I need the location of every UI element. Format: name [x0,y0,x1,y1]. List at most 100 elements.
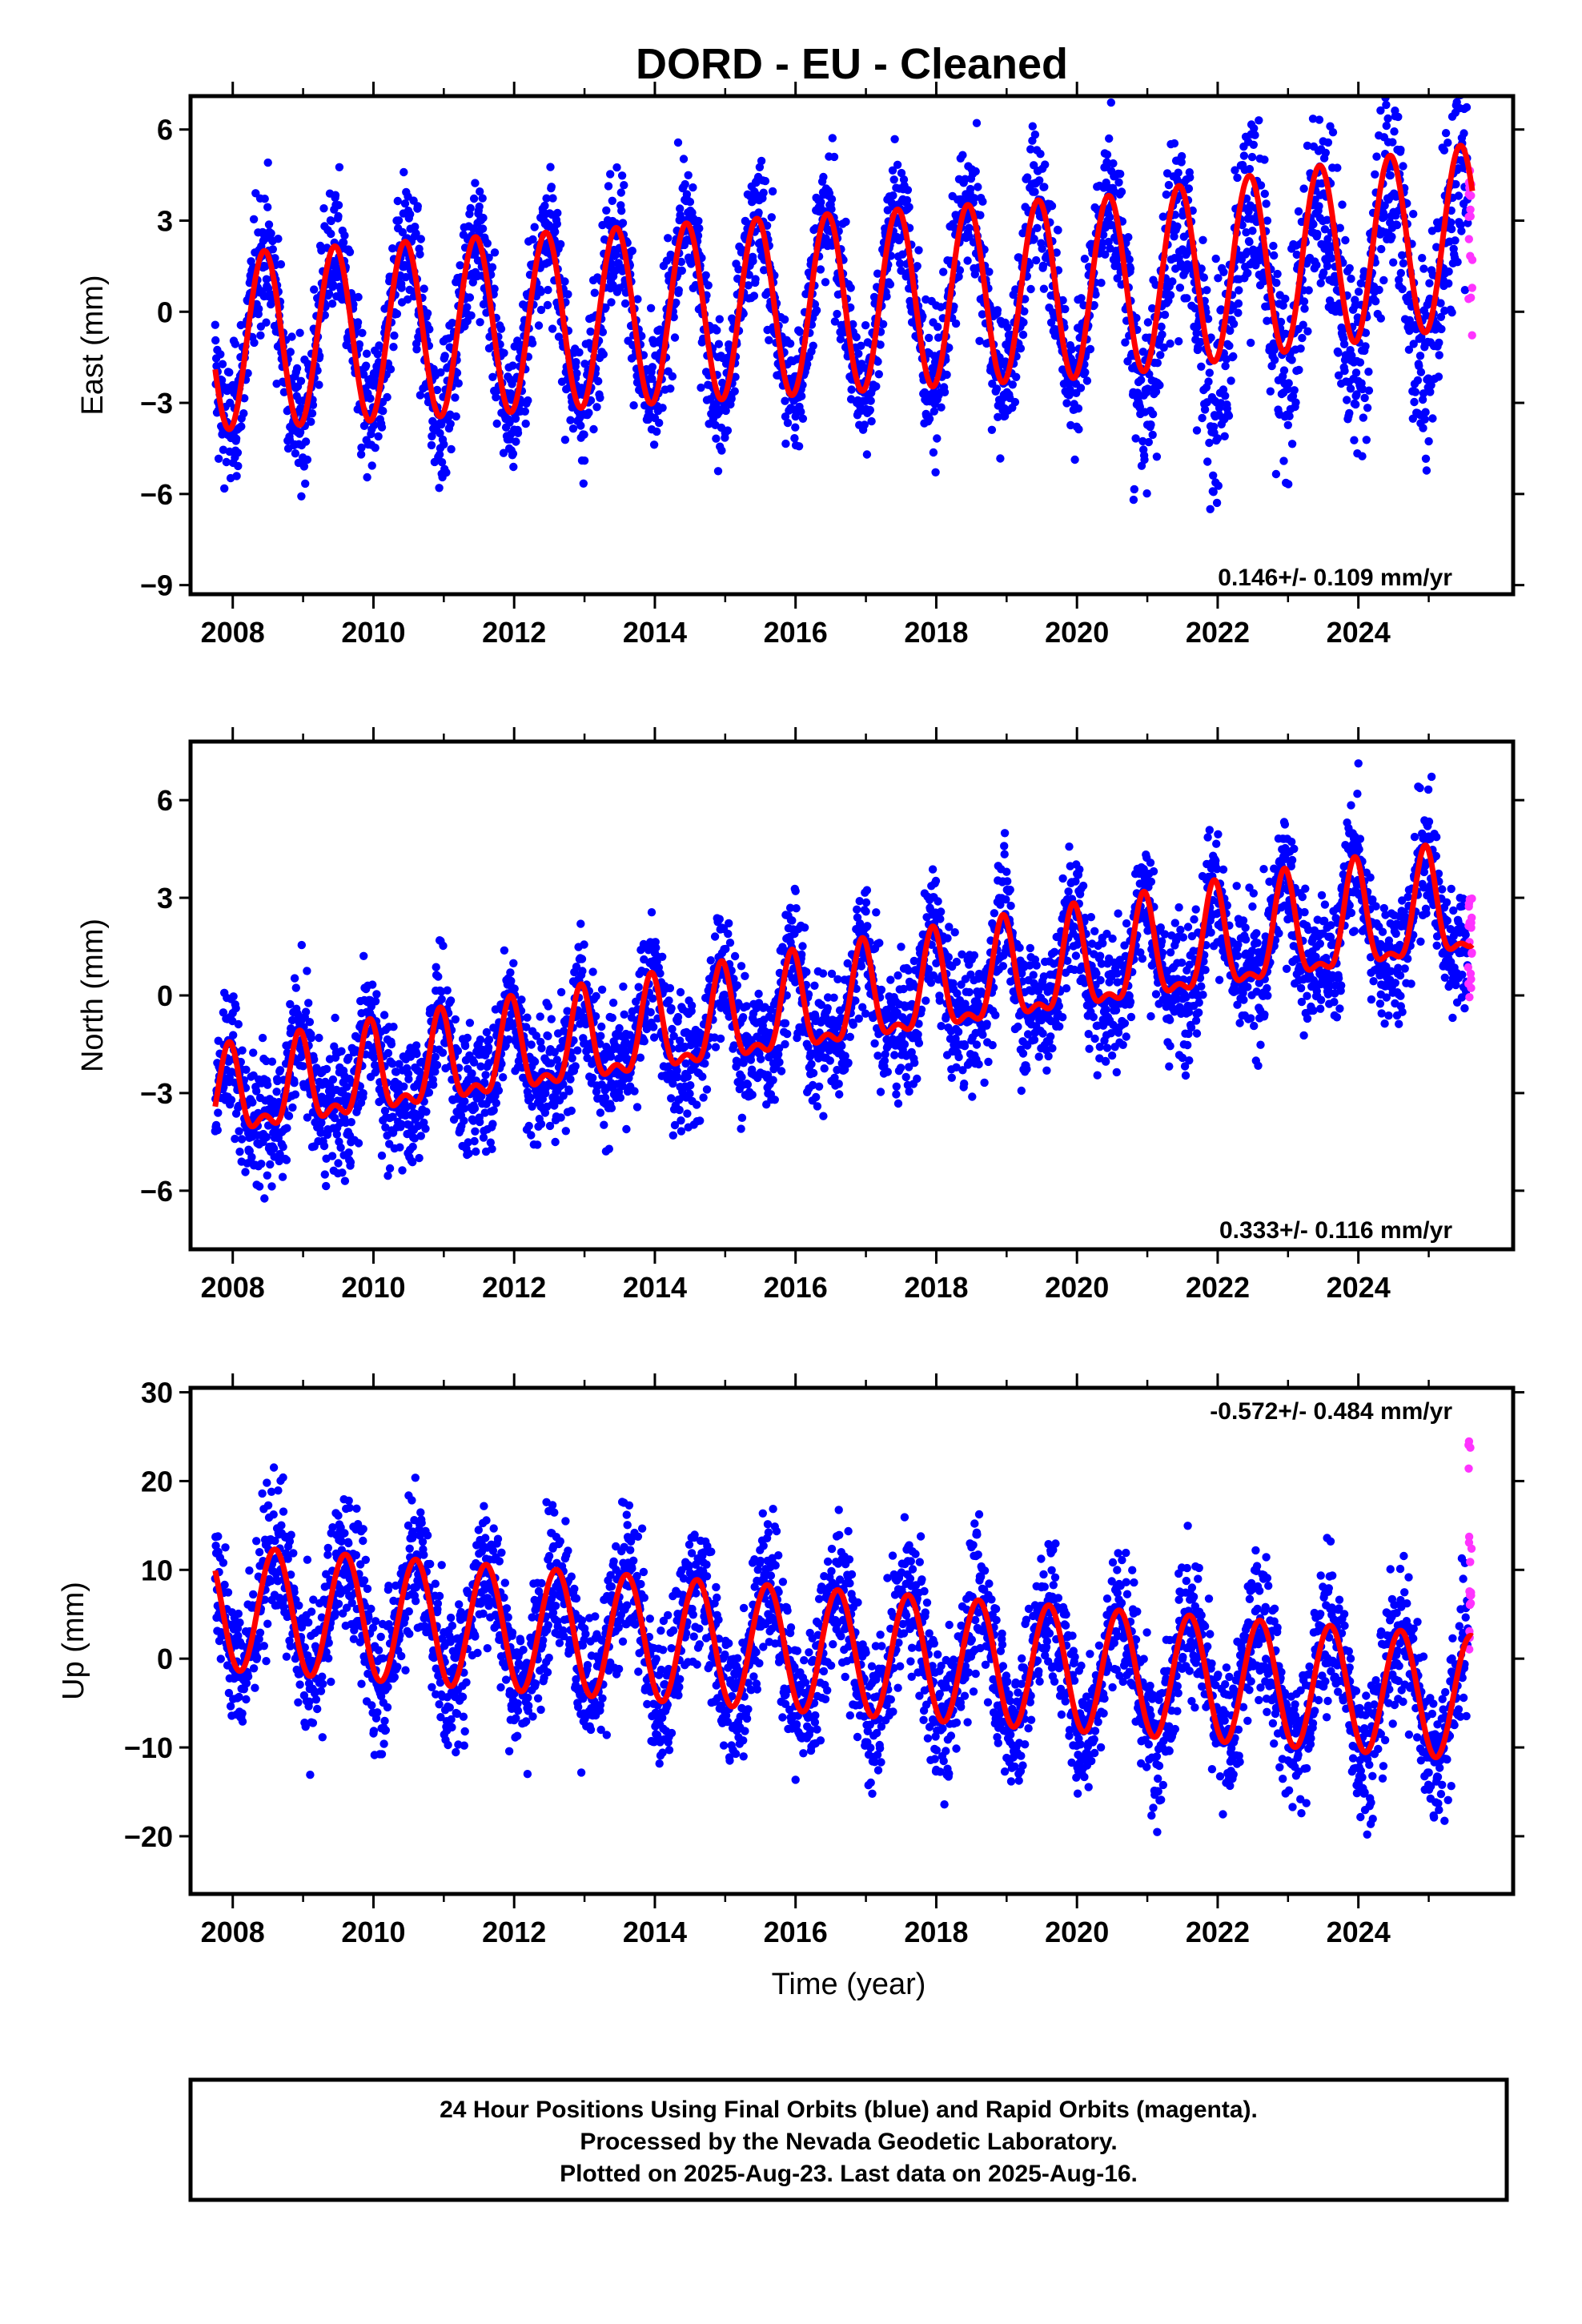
east-final-point [243,368,252,378]
east-final-point [512,437,520,446]
east-final-point [218,360,227,368]
east-final-point [617,171,627,180]
north-final-point [649,1023,658,1031]
north-final-point [701,1059,709,1068]
east-final-point [791,423,800,432]
east-final-point [1323,138,1333,147]
east-final-point [940,388,950,396]
north-final-point [263,1080,272,1089]
east-final-point [1142,489,1151,498]
north-final-point [523,1013,532,1022]
east-final-point [852,332,861,342]
east-final-point [511,414,520,423]
east-final-point [1137,376,1146,384]
north-final-point [299,1062,307,1071]
east-final-point [286,348,295,356]
east-final-point [1211,254,1220,263]
east-final-point [465,293,475,302]
east-final-point [780,315,789,324]
east-final-point [1130,485,1139,494]
east-final-point [629,401,638,410]
east-final-point [463,303,472,312]
north-final-point [472,1147,480,1156]
east-final-point [1168,277,1177,286]
north-final-point [266,1160,275,1169]
east-final-point [951,319,961,328]
north-final-point [668,1024,677,1034]
east-final-point [446,420,455,428]
east-final-point [1033,223,1042,232]
east-final-point [271,254,279,263]
east-final-point [899,175,909,184]
east-final-point [928,369,938,379]
east-final-point [388,244,397,253]
east-final-point [596,393,604,402]
east-final-point [1012,372,1021,381]
east-final-point [755,163,765,171]
east-final-point [612,163,621,172]
east-final-point [1420,415,1429,424]
east-final-point [1312,260,1321,270]
east-final-point [882,292,891,301]
east-final-point [1285,412,1294,420]
east-final-point [536,305,546,315]
east-final-point [598,220,607,230]
north-final-point [337,1047,346,1055]
north-final-point [533,1140,542,1149]
east-final-point [1316,279,1325,287]
east-final-point [1409,210,1418,219]
east-final-point [1205,368,1215,377]
east-final-point [781,439,790,448]
east-final-point [1041,160,1050,169]
north-final-point [439,941,448,951]
east-final-point [488,263,497,271]
east-final-point [484,253,493,262]
east-final-point [386,364,396,374]
east-final-point [712,434,721,443]
north-final-point [658,952,667,962]
east-final-point [1160,310,1170,320]
east-final-point [1390,127,1399,136]
north-final-point [304,999,313,1007]
north-final-point [592,991,600,1001]
east-final-point [876,340,885,349]
north-final-point [385,1164,395,1173]
east-final-point [476,187,484,196]
east-final-point [508,449,518,458]
north-final-point [359,951,368,961]
east-final-point [1117,187,1126,196]
east-final-point [370,420,379,430]
east-final-point [1364,386,1374,395]
north-final-point [235,1127,243,1136]
east-final-point [315,380,323,389]
east-final-point [633,295,642,304]
east-final-point [568,424,578,433]
east-final-point [978,197,987,206]
east-final-point [1124,233,1133,242]
east-final-point [442,468,451,477]
north-final-point [322,1181,331,1191]
east-final-point [543,300,552,310]
east-final-point [1279,366,1289,375]
east-final-point [1315,202,1323,211]
north-final-point [564,1087,573,1096]
east-final-point [1447,224,1456,234]
east-final-point [972,119,982,127]
east-final-point [547,183,556,191]
east-final-point [1030,235,1038,243]
y-tick-label: 0 [157,296,173,328]
east-final-point [359,370,368,379]
east-final-point [551,227,560,236]
east-final-point [1362,436,1371,444]
east-final-point [1040,183,1049,191]
east-final-point [454,379,463,388]
east-final-point [676,204,685,213]
east-final-point [598,328,608,336]
east-final-point [1225,341,1234,350]
east-final-point [1109,159,1118,168]
east-final-point [1010,397,1020,407]
east-final-point [1287,440,1297,448]
east-final-point [437,458,447,467]
east-final-point [528,235,537,244]
east-final-point [958,151,967,159]
